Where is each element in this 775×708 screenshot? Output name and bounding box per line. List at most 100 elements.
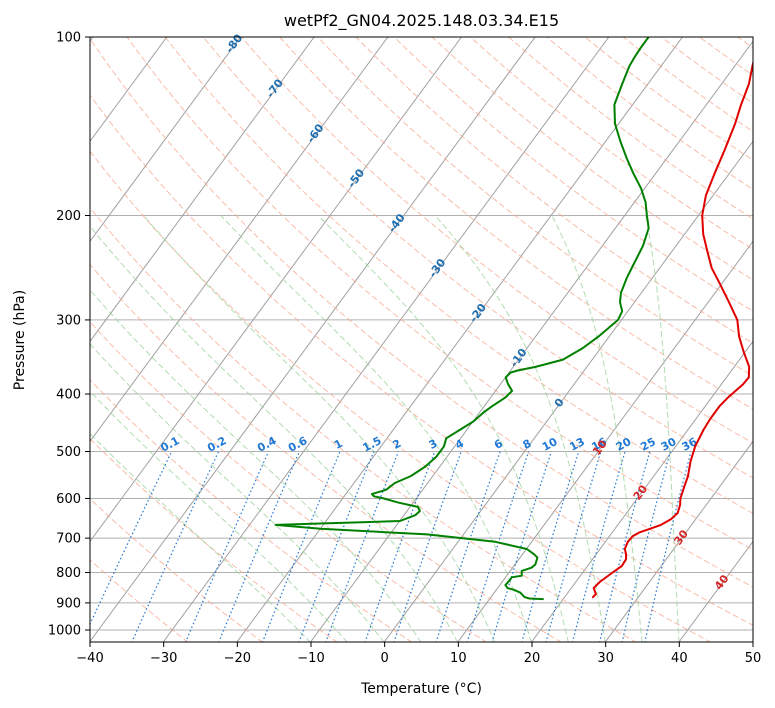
isotherm-line (457, 240, 753, 642)
plot-frame (89, 36, 754, 643)
background-lines-layer (90, 37, 753, 642)
moist-adiabat-line (90, 432, 311, 642)
isotherm-line (383, 140, 753, 642)
moist-adiabat-line (90, 343, 385, 642)
mixing-ratio-line (131, 451, 220, 642)
isotherm-line (162, 37, 610, 642)
isotherm-line (604, 440, 753, 642)
y-axis-title: Pressure (hPa) (12, 290, 28, 390)
mixing-ratio-line (393, 451, 462, 642)
moist-adiabat-line (645, 215, 680, 642)
moist-adiabat-line (90, 289, 422, 642)
dry-adiabat-line (737, 37, 753, 49)
grid-layer (90, 37, 753, 642)
dry-adiabat-line (90, 438, 338, 642)
x-tick-label: 30 (597, 651, 614, 666)
x-tick-label: −20 (224, 651, 251, 666)
dry-adiabat-line (508, 37, 753, 220)
mixing-ratio-line (466, 451, 530, 642)
dry-adiabat-line (90, 379, 413, 642)
mixing-ratio-line (599, 451, 651, 642)
x-tick-label: 20 (524, 651, 541, 666)
isotherm-line (90, 37, 315, 343)
moist-adiabat-line (143, 215, 496, 642)
isotherm-line (236, 37, 683, 642)
dry-adiabat-line (90, 94, 753, 626)
moist-adiabat-line (90, 225, 459, 642)
y-tick-label: 200 (56, 209, 81, 224)
x-tick-label: 10 (450, 651, 467, 666)
mixing-ratio-line (545, 451, 602, 642)
dry-adiabat-line (90, 37, 753, 588)
line-labels-layer: 0.1 0.2 0.4 0.6 1 1.5 2 3 4 6 8 10 13 16 20 25 30 36-80-7… (158, 31, 731, 592)
dry-adiabat-line (90, 321, 488, 642)
x-tick-label: 0 (381, 651, 389, 666)
mixing-ratio-line (298, 451, 375, 642)
moist-adiabat-line (551, 215, 643, 642)
mixing-ratio-label: 16 (589, 435, 609, 454)
mixing-ratio-line (218, 451, 300, 642)
mixing-ratio-line (521, 451, 580, 642)
isotherm-line (90, 37, 241, 243)
mixing-ratio-line (90, 451, 173, 626)
dry-adiabat-line (355, 37, 753, 344)
isotherm-label: 40 (712, 572, 732, 592)
y-tick-label: 100 (56, 31, 81, 46)
temperature-line (592, 59, 753, 599)
mixing-ratio-line (261, 451, 341, 642)
isotherm-line (90, 37, 389, 443)
y-tick-label: 300 (56, 313, 81, 328)
mixing-ratio-label: 10 (540, 435, 560, 454)
mixing-ratio-label: 13 (567, 435, 587, 454)
dewpoint-line (274, 37, 650, 601)
isotherm-line (531, 340, 753, 642)
mixing-ratio-line (644, 451, 692, 642)
dry-adiabat-line (660, 37, 753, 104)
moist-adiabat-line (434, 215, 606, 642)
mixing-ratio-label: 2 (390, 437, 403, 452)
mixing-ratio-line (364, 451, 436, 642)
dry-adiabat-line (90, 263, 562, 642)
y-tick-label: 500 (56, 445, 81, 460)
x-axis-title: Temperature (°C) (360, 681, 482, 697)
dry-adiabat-line (90, 207, 637, 642)
mixing-ratio-line (325, 451, 400, 642)
moist-adiabat-line (220, 215, 532, 642)
moist-adiabat-line (317, 215, 569, 642)
mixing-ratio-line (435, 451, 501, 642)
y-tick-label: 800 (56, 566, 81, 581)
dry-adiabat-line (90, 559, 189, 642)
y-tick-label: 700 (56, 532, 81, 547)
moist-adiabat-line (90, 390, 348, 642)
y-tick-label: 1000 (48, 624, 81, 639)
isotherm-line (90, 37, 168, 143)
isotherm-line (752, 640, 753, 642)
dry-adiabat-line (431, 37, 753, 281)
dry-adiabat-line (699, 37, 753, 76)
y-tick-label: 600 (56, 492, 81, 507)
y-tick-label: 400 (56, 388, 81, 403)
mixing-ratio-label: 4 (453, 437, 466, 452)
axes-layer: −40 −30 −20 −10 0 10 20 30 40 50 100 200 300 400 500 60… (48, 31, 761, 667)
mixing-ratio-line (571, 451, 626, 642)
mixing-ratio-line (184, 451, 270, 642)
dry-adiabat-line (126, 37, 753, 551)
y-tick-label: 900 (56, 596, 81, 611)
dry-adiabat-line (90, 150, 712, 642)
dry-adiabat-line (279, 37, 753, 410)
x-tick-label: −40 (76, 651, 103, 666)
dry-adiabat-line (90, 497, 264, 642)
isotherm-label: 30 (671, 527, 691, 547)
dry-adiabat-line (622, 37, 753, 133)
x-tick-label: −30 (150, 651, 177, 666)
chart-title: wetPf2_GN04.2025.148.03.34.E15 (284, 11, 559, 31)
dry-adiabat-line (470, 37, 753, 250)
x-tick-label: 40 (671, 651, 688, 666)
mixing-ratio-label: 20 (614, 435, 634, 454)
isotherm-line (90, 37, 536, 642)
dry-adiabat-line (241, 37, 753, 444)
mixing-ratio-label: 25 (638, 435, 658, 454)
dry-adiabat-line (164, 37, 753, 514)
mixing-ratio-label: 30 (659, 435, 679, 454)
mixing-ratio-label: 3 (427, 437, 440, 452)
